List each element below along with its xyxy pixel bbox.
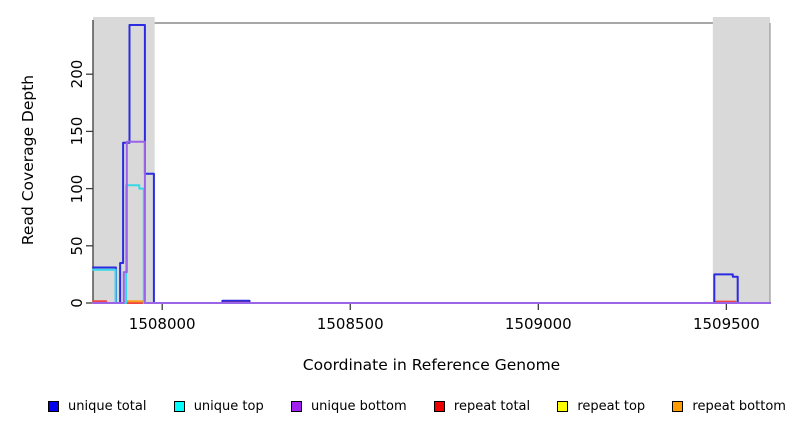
legend-swatch xyxy=(433,401,445,412)
repeat-region-right xyxy=(712,17,770,303)
legend-item-unique-top: unique top xyxy=(173,399,264,414)
legend-label: repeat bottom xyxy=(692,399,786,414)
legend-label: repeat total xyxy=(453,399,531,414)
legend-item-repeat-total: repeat total xyxy=(433,399,531,414)
y-tick-label: 100 xyxy=(68,174,86,203)
legend-label: unique total xyxy=(68,399,147,414)
series-unique-bottom xyxy=(92,140,771,304)
legend-swatch xyxy=(290,401,302,412)
y-axis-title: Read Coverage Depth xyxy=(19,74,37,246)
y-tick-label: 0 xyxy=(68,298,86,308)
x-tick-label: 1509000 xyxy=(504,315,572,333)
legend-item-repeat-bottom: repeat bottom xyxy=(672,399,786,414)
x-axis-title: Coordinate in Reference Genome xyxy=(302,356,561,374)
legend-swatch xyxy=(672,401,684,412)
legend-item-unique-total: unique total xyxy=(48,399,146,414)
y-tick-label: 200 xyxy=(68,59,86,89)
series-unique-top xyxy=(92,184,771,304)
series-unique-total xyxy=(92,24,771,304)
legend-swatch xyxy=(48,401,59,412)
legend-swatch xyxy=(557,401,569,412)
legend-item-unique-bottom: unique bottom xyxy=(290,399,407,414)
x-tick-label: 1509500 xyxy=(692,315,760,333)
legend: unique total unique top unique bottom repea… xyxy=(0,399,792,414)
x-tick-label: 1508000 xyxy=(128,315,196,333)
x-tick-label: 1508500 xyxy=(316,315,384,333)
y-tick-label: 50 xyxy=(68,236,86,256)
legend-swatch xyxy=(173,401,185,412)
legend-label: unique bottom xyxy=(310,399,407,414)
legend-item-repeat-top: repeat top xyxy=(557,399,645,414)
legend-label: repeat top xyxy=(577,399,646,414)
legend-label: unique top xyxy=(193,399,264,414)
y-tick-label: 150 xyxy=(68,117,86,146)
